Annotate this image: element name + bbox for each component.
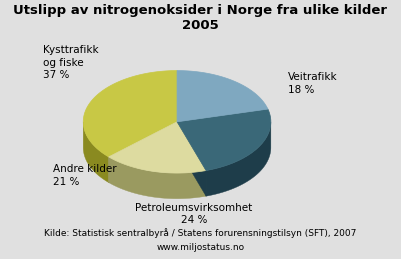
Polygon shape <box>206 122 271 196</box>
Text: Andre kilder
21 %: Andre kilder 21 % <box>53 164 117 187</box>
Polygon shape <box>177 122 206 196</box>
Polygon shape <box>177 109 271 170</box>
Polygon shape <box>177 122 206 196</box>
Text: Petroleumsvirksomhet
24 %: Petroleumsvirksomhet 24 % <box>135 203 252 225</box>
Polygon shape <box>109 122 177 183</box>
Text: Kilde: Statistisk sentralbyrå / Statens forurensningstilsyn (SFT), 2007: Kilde: Statistisk sentralbyrå / Statens … <box>45 228 356 238</box>
Text: Kysttrafikk
og fiske
37 %: Kysttrafikk og fiske 37 % <box>43 46 99 80</box>
Polygon shape <box>83 122 109 183</box>
Polygon shape <box>109 122 206 173</box>
Text: Veitrafikk
18 %: Veitrafikk 18 % <box>288 72 337 95</box>
Text: www.miljostatus.no: www.miljostatus.no <box>156 243 245 253</box>
Polygon shape <box>177 70 268 122</box>
Polygon shape <box>109 122 177 183</box>
Text: Utslipp av nitrogenoksider i Norge fra ulike kilder
2005: Utslipp av nitrogenoksider i Norge fra u… <box>14 4 387 32</box>
Polygon shape <box>83 70 177 157</box>
Polygon shape <box>109 157 206 199</box>
